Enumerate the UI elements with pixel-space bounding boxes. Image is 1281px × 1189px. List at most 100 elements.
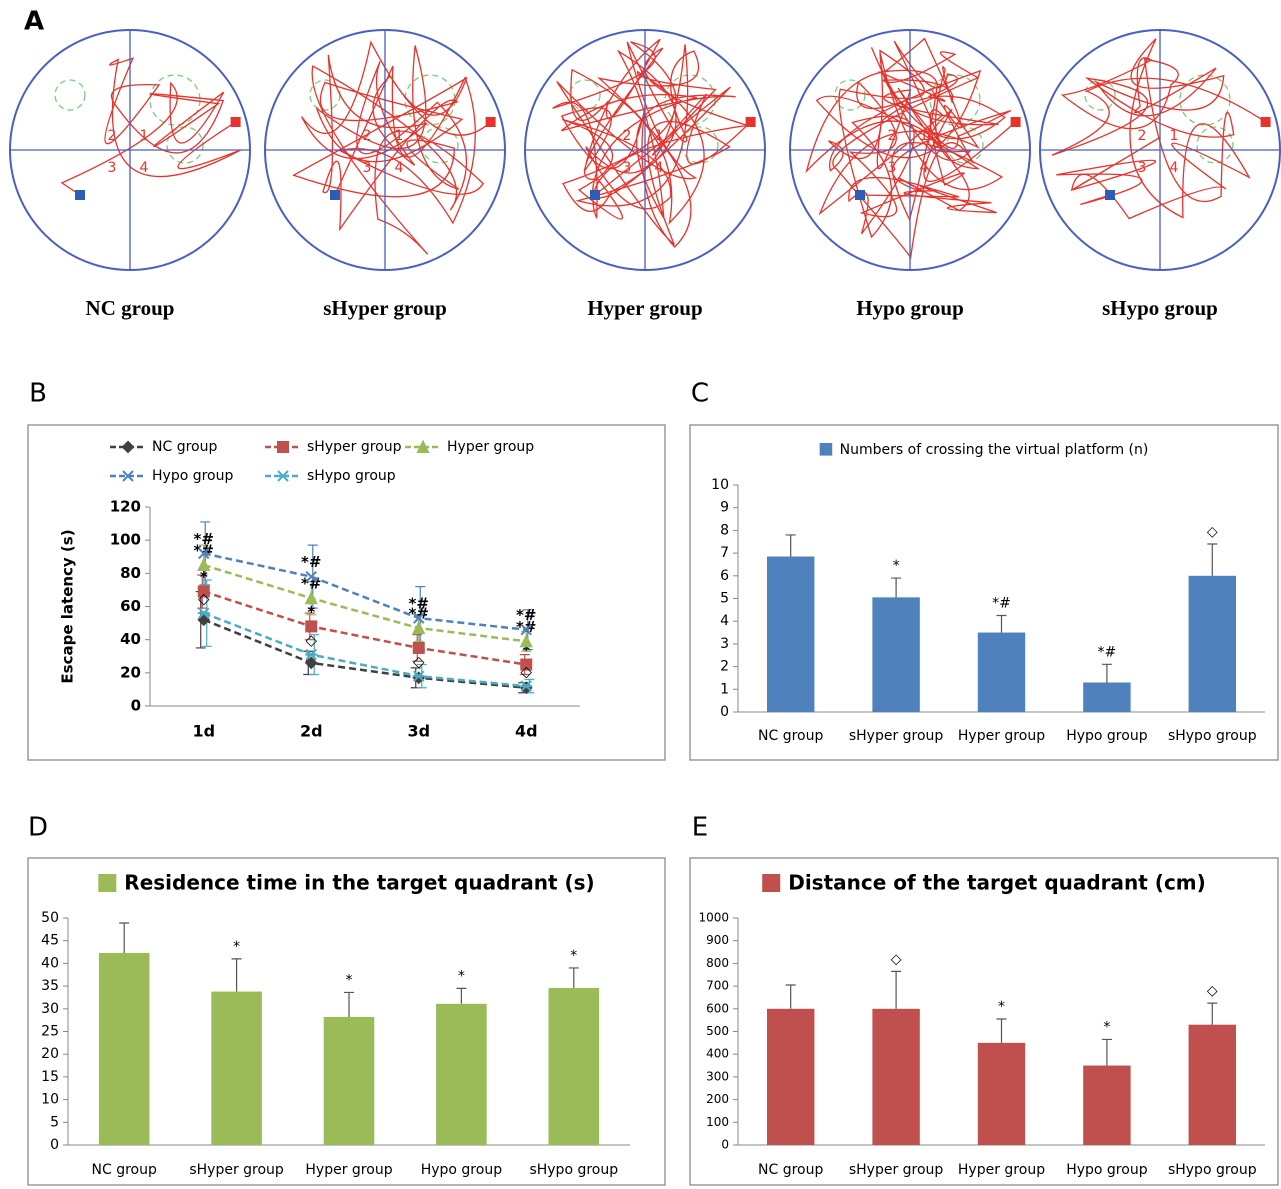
- point: [122, 470, 134, 482]
- y-tick-label: 1: [720, 681, 729, 697]
- quadrant-label: 1: [395, 128, 404, 144]
- quadrant-label: 4: [140, 160, 149, 176]
- error-bar: [198, 544, 209, 586]
- start-point: [1010, 117, 1021, 127]
- y-tick-label: 9: [720, 500, 729, 516]
- panel-label: C: [691, 379, 709, 409]
- end-point: [330, 190, 340, 200]
- group-label: sHypo group: [1102, 296, 1218, 320]
- significance-mark: ◇: [198, 590, 210, 608]
- y-tick-label: 30: [41, 1001, 59, 1017]
- target-area: [149, 74, 201, 126]
- y-tick-label: 1000: [698, 911, 729, 925]
- bar: [766, 1008, 815, 1145]
- x-tick-label: sHyper group: [849, 728, 944, 744]
- significance-mark: *#: [992, 596, 1011, 612]
- trajectory: [292, 40, 492, 255]
- group-label: Hypo group: [856, 296, 964, 320]
- point: [412, 670, 425, 682]
- trajectory: [60, 57, 241, 196]
- y-tick-label: 60: [120, 597, 141, 615]
- significance-mark: *: [893, 558, 900, 574]
- error-bar: [416, 663, 427, 689]
- quadrant-label: 2: [108, 128, 117, 144]
- significance-mark: ◇: [305, 631, 317, 649]
- quadrant-label: 3: [1138, 160, 1147, 176]
- quadrant-label: 2: [1138, 128, 1147, 144]
- y-tick-label: 80: [120, 564, 141, 582]
- y-tick-label: 40: [41, 955, 59, 971]
- quadrant-label: 2: [363, 128, 372, 144]
- y-tick-label: 5: [720, 591, 729, 607]
- error-bar: [891, 970, 902, 1009]
- group-label: Hyper group: [587, 296, 702, 320]
- bar: [766, 556, 815, 712]
- y-tick-label: 120: [110, 498, 141, 516]
- series-line: [203, 611, 527, 688]
- quadrant-label: 4: [920, 160, 929, 176]
- trajectory: [805, 37, 1017, 261]
- series-line: [203, 563, 527, 643]
- bar: [977, 632, 1026, 712]
- x-tick-label: Hyper group: [958, 1162, 1045, 1178]
- x-tick-label: 1d: [192, 722, 215, 741]
- error-bar: [1207, 543, 1218, 576]
- target-area: [1196, 126, 1234, 164]
- error-bar: [456, 987, 467, 1004]
- start-point: [1260, 117, 1271, 127]
- error-bar: [1207, 1002, 1218, 1025]
- point: [305, 620, 318, 633]
- quadrant-label: 3: [888, 160, 897, 176]
- significance-mark: *: [522, 641, 530, 659]
- panel-frame: [689, 424, 1279, 761]
- target-area: [946, 126, 984, 164]
- significance-mark: *: [233, 939, 240, 955]
- bar: [872, 1008, 920, 1145]
- legend-label: Residence time in the target quadrant (s…: [124, 871, 594, 895]
- significance-mark: *: [1103, 1019, 1110, 1035]
- x-tick-label: NC group: [758, 1162, 823, 1178]
- y-tick-label: 100: [110, 531, 141, 549]
- legend-label: Distance of the target quadrant (cm): [788, 871, 1206, 895]
- y-tick-label: 15: [41, 1069, 59, 1085]
- quadrant-label: 1: [920, 128, 929, 144]
- error-bar: [785, 534, 796, 557]
- error-bar: [415, 586, 426, 651]
- significance-mark: ◇: [520, 663, 532, 681]
- point: [520, 680, 533, 692]
- quadrant-label: 4: [395, 160, 404, 176]
- point: [197, 607, 210, 619]
- y-tick-label: 4: [720, 613, 729, 629]
- point: [519, 634, 533, 648]
- error-bar: [119, 922, 130, 953]
- y-tick-label: 25: [41, 1024, 59, 1040]
- error-bar: [304, 612, 315, 641]
- y-tick-label: 300: [706, 1069, 729, 1083]
- end-point: [1105, 190, 1115, 200]
- panel-label: D: [28, 813, 48, 843]
- bar: [1188, 575, 1237, 712]
- target-area: [569, 79, 601, 111]
- series-line: [203, 618, 527, 690]
- point: [304, 590, 318, 605]
- x-tick-label: 2d: [300, 722, 323, 741]
- error-bar: [568, 967, 579, 988]
- quadrant-label: 2: [888, 128, 897, 144]
- point: [121, 440, 135, 454]
- point: [412, 620, 426, 635]
- legend-label: sHyper group: [307, 439, 402, 455]
- target-area: [834, 79, 866, 111]
- legend-label: Numbers of crossing the virtual platform…: [840, 442, 1149, 458]
- panel-label: B: [29, 379, 47, 409]
- y-tick-label: 5: [50, 1114, 59, 1130]
- y-axis-label: Escape latency (s): [59, 529, 77, 683]
- start-point: [230, 117, 241, 127]
- legend-swatch: [819, 443, 833, 456]
- point: [305, 570, 317, 583]
- legend-label: Hyper group: [447, 439, 534, 455]
- significance-mark: *: [346, 972, 353, 988]
- significance-mark: ◇: [1207, 524, 1218, 540]
- group-label: sHyper group: [323, 296, 447, 320]
- quadrant-label: 4: [655, 160, 664, 176]
- y-tick-label: 8: [720, 522, 729, 538]
